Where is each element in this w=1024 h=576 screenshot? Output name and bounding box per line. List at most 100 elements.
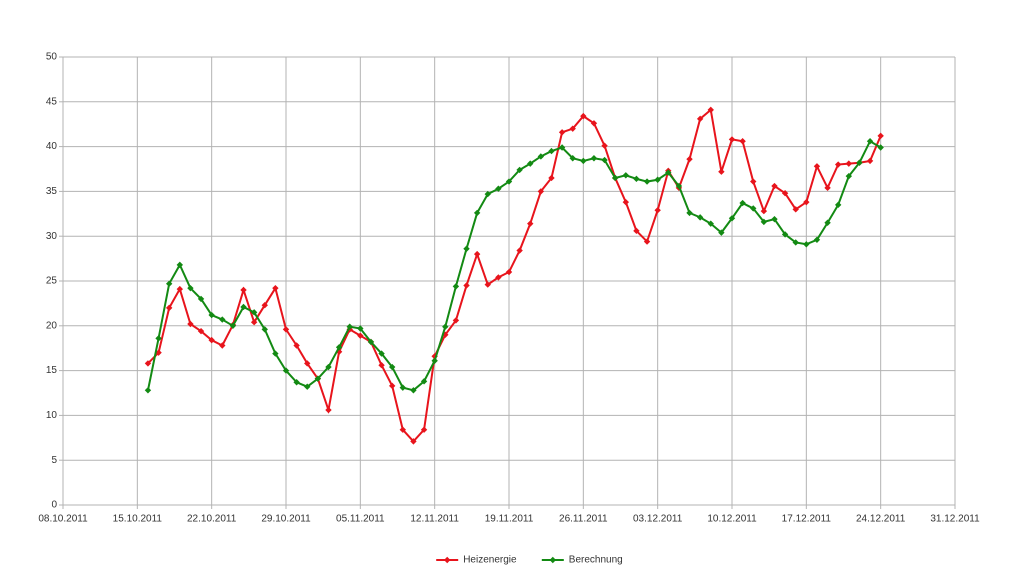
y-tick-label: 40 — [46, 141, 58, 152]
data-point — [845, 172, 853, 180]
data-point — [633, 175, 640, 183]
x-tick-label: 19.11.2011 — [485, 514, 534, 525]
data-point — [442, 323, 449, 330]
x-tick-label: 15.10.2011 — [113, 514, 163, 525]
y-tick-label: 10 — [46, 410, 58, 421]
data-point — [824, 219, 831, 226]
data-point — [261, 326, 268, 333]
data-point — [484, 190, 491, 198]
data-point — [261, 301, 268, 309]
data-point — [633, 227, 640, 235]
data-point — [792, 239, 799, 246]
data-point — [781, 231, 789, 238]
data-point — [675, 182, 683, 190]
data-point — [580, 112, 587, 120]
data-point — [803, 241, 810, 248]
data-point — [335, 344, 343, 351]
y-tick-label: 35 — [46, 186, 58, 197]
data-point — [558, 129, 566, 136]
data-point — [240, 303, 247, 311]
legend-label: Heizenergie — [463, 555, 517, 566]
data-point — [781, 189, 789, 197]
data-point — [495, 274, 502, 281]
series-line — [147, 107, 882, 443]
y-tick-label: 50 — [46, 52, 58, 63]
data-point — [304, 383, 311, 390]
data-point — [304, 360, 311, 367]
data-point — [696, 214, 704, 221]
data-point — [325, 363, 332, 371]
x-tick-label: 08.10.2011 — [38, 514, 88, 525]
data-point — [357, 325, 364, 332]
data-point — [282, 326, 290, 333]
legend-marker — [444, 556, 451, 564]
data-point — [665, 169, 672, 176]
data-point — [771, 182, 778, 190]
data-point — [473, 209, 481, 217]
data-point — [452, 317, 460, 324]
data-point — [728, 136, 736, 143]
data-point — [834, 201, 842, 209]
data-point — [250, 309, 258, 316]
data-point — [346, 323, 353, 330]
data-point — [866, 138, 874, 145]
data-point — [357, 332, 364, 339]
x-tick-label: 03.12.2011 — [633, 514, 683, 525]
data-point — [590, 120, 598, 127]
data-point — [388, 363, 396, 371]
data-point — [750, 205, 757, 212]
data-point — [399, 384, 407, 391]
data-point — [420, 426, 428, 433]
data-point — [399, 426, 407, 433]
data-point — [537, 153, 545, 160]
data-point — [219, 316, 226, 323]
data-point — [176, 285, 184, 293]
data-point — [654, 207, 661, 214]
y-tick-label: 15 — [46, 365, 58, 376]
data-point — [771, 215, 778, 223]
data-point — [378, 362, 385, 369]
x-tick-label: 26.11.2011 — [559, 514, 608, 525]
x-tick-label: 17.12.2011 — [782, 514, 832, 525]
data-point — [601, 142, 608, 149]
data-point — [537, 188, 545, 195]
data-point — [590, 155, 598, 162]
data-point — [208, 311, 215, 319]
data-point — [176, 261, 184, 269]
x-tick-label: 24.12.2011 — [856, 514, 906, 525]
data-point — [696, 115, 704, 123]
data-point — [760, 207, 768, 215]
data-point — [250, 319, 258, 326]
data-point — [569, 155, 576, 162]
data-point — [611, 174, 619, 182]
data-point — [420, 378, 428, 385]
x-tick-label: 05.11.2011 — [336, 514, 385, 525]
data-point — [293, 379, 300, 386]
data-point — [739, 199, 746, 207]
data-point — [527, 220, 534, 227]
legend-label: Berechnung — [569, 555, 623, 566]
x-tick-label: 12.11.2011 — [410, 514, 459, 525]
y-tick-label: 20 — [46, 320, 58, 331]
data-point — [272, 350, 279, 357]
data-point — [505, 268, 513, 276]
data-point — [155, 335, 162, 342]
data-point — [792, 206, 799, 213]
data-point — [686, 209, 693, 217]
data-point — [367, 338, 375, 346]
data-point — [165, 280, 173, 287]
data-point — [208, 336, 215, 344]
data-point — [718, 229, 725, 236]
data-point — [643, 178, 651, 185]
data-point — [187, 320, 194, 328]
data-point — [378, 350, 385, 357]
legend-marker — [549, 556, 556, 564]
data-point — [165, 304, 173, 312]
data-point — [293, 342, 300, 349]
data-point — [813, 236, 821, 243]
x-tick-label: 22.10.2011 — [187, 514, 237, 525]
x-tick-label: 31.12.2011 — [930, 514, 980, 525]
series-line — [146, 139, 882, 392]
data-point — [516, 166, 523, 174]
